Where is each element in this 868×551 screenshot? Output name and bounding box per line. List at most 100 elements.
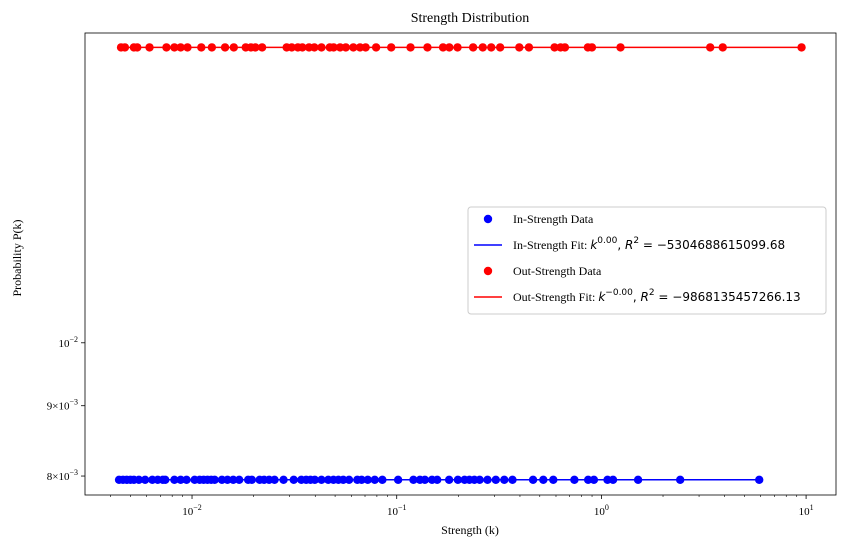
data-point-series-2-37 (453, 43, 462, 52)
legend-math-3-4: 2 (649, 288, 655, 298)
legend-box (467, 206, 827, 315)
y-tick-exp-2: −2 (69, 335, 78, 344)
legend-label-text-2: Out-Strength Data (513, 264, 602, 278)
data-point-series-2-42 (515, 43, 524, 52)
data-point-series-2-49 (616, 43, 625, 52)
data-point-series-2-10 (207, 43, 217, 52)
y-tick-label-2: 10−2 (58, 335, 78, 350)
legend-label-text-1: In-Strength Fit: (513, 238, 590, 252)
data-point-series-2-30 (361, 43, 370, 52)
data-point-series-0-63 (528, 475, 538, 484)
data-point-series-2-12 (229, 43, 239, 52)
data-point-series-0-13 (182, 475, 191, 484)
data-point-series-2-40 (487, 43, 496, 52)
data-point-series-0-66 (570, 475, 579, 484)
data-point-series-0-72 (675, 475, 685, 484)
legend-label-1: In-Strength Fit: k0.00​, R2​ = −53046886… (513, 236, 785, 252)
data-point-series-0-73 (755, 475, 764, 484)
data-point-series-2-9 (197, 43, 206, 52)
data-point-series-0-68 (589, 475, 599, 484)
data-point-series-0-22 (229, 475, 238, 484)
legend-math-1-5: = −5304688615099.68 (639, 238, 785, 252)
data-point-series-2-38 (468, 43, 478, 52)
data-point-series-2-31 (371, 43, 381, 52)
legend: In-Strength Data In-Strength Fit: k0.00​,… (467, 206, 827, 315)
data-point-series-2-33 (406, 43, 415, 52)
data-point-series-0-53 (444, 475, 454, 484)
data-point-series-2-51 (718, 43, 727, 52)
data-point-series-0-30 (279, 475, 288, 484)
y-tick-label-1: 9×10−3 (47, 398, 78, 413)
data-point-series-0-54 (453, 475, 463, 484)
data-point-series-2-41 (495, 43, 505, 52)
data-point-series-0-48 (409, 475, 418, 484)
legend-math-3-0: k (598, 290, 606, 304)
legend-marker-0 (483, 214, 493, 224)
x-tick-base-3: 10 (799, 506, 811, 518)
data-point-series-0-6 (140, 475, 150, 484)
data-point-series-2-35 (438, 43, 448, 52)
data-point-series-0-31 (289, 475, 298, 484)
data-point-series-0-52 (433, 475, 442, 484)
data-point-series-2-43 (524, 43, 534, 52)
x-tick-base-1: 10 (387, 506, 399, 518)
chart-title: Strength Distribution (411, 11, 530, 26)
y-tick-mant-1: 9×10 (47, 401, 70, 413)
legend-math-3-1: −0.00 (605, 288, 633, 298)
legend-math-3-5: = −9868135457266.13 (655, 290, 801, 304)
data-point-series-2-48 (587, 43, 597, 52)
data-point-series-2-25 (329, 43, 338, 52)
data-point-series-0-60 (491, 475, 501, 484)
y-axis-label: Probability P(k) (10, 219, 24, 296)
x-tick-exp-3: 1 (810, 503, 814, 512)
y-tick-exp-1: −3 (69, 398, 78, 407)
legend-label-0: In-Strength Data (513, 212, 594, 226)
x-tick-label-1: 10−1 (387, 503, 407, 518)
data-point-series-2-20 (298, 43, 307, 52)
data-point-series-0-41 (344, 475, 354, 484)
x-tick-exp-2: 0 (605, 503, 609, 512)
data-point-series-2-46 (560, 43, 570, 52)
data-point-series-0-71 (633, 475, 643, 484)
legend-label-text-3: Out-Strength Fit: (513, 290, 598, 304)
data-point-series-0-50 (420, 475, 430, 484)
y-tick-label-0: 8×10−3 (47, 468, 78, 483)
data-point-series-2-39 (478, 43, 487, 52)
y-tick-mant-2: 10 (58, 338, 70, 350)
data-point-series-2-22 (310, 43, 319, 52)
data-point-series-0-35 (310, 475, 320, 484)
data-point-series-0-61 (500, 475, 509, 484)
data-point-series-2-32 (387, 43, 396, 52)
data-point-series-0-45 (370, 475, 379, 484)
x-tick-base-0: 10 (182, 506, 194, 518)
points-series-0 (114, 475, 764, 484)
data-point-series-0-23 (235, 475, 244, 484)
data-point-series-2-34 (423, 43, 432, 52)
data-point-series-0-44 (363, 475, 372, 484)
data-point-series-0-21 (223, 475, 232, 484)
data-point-series-2-23 (317, 43, 326, 52)
data-point-series-0-65 (549, 475, 558, 484)
data-point-series-2-27 (341, 43, 350, 52)
legend-math-1-4: 2 (633, 236, 639, 246)
data-point-series-2-15 (251, 43, 260, 52)
x-tick-label-2: 100 (594, 503, 609, 518)
data-point-series-0-10 (161, 475, 170, 484)
data-point-series-0-11 (170, 475, 179, 484)
data-point-series-2-4 (145, 43, 154, 52)
data-point-series-2-1 (120, 43, 130, 52)
y-tick-mant-0: 8×10 (47, 471, 70, 483)
legend-label-text-0: In-Strength Data (513, 212, 594, 226)
data-point-series-2-28 (349, 43, 358, 52)
legend-math-3-2: , (633, 290, 641, 304)
axes-frame (84, 32, 837, 496)
x-tick-exp-1: −1 (398, 503, 407, 512)
data-point-series-0-12 (176, 475, 185, 484)
data-point-series-0-47 (393, 475, 403, 484)
legend-math-3-3: R (641, 290, 649, 304)
data-point-series-2-52 (797, 43, 806, 52)
data-point-series-0-59 (483, 475, 492, 484)
data-point-series-2-6 (170, 43, 179, 52)
x-tick-label-0: 10−2 (182, 503, 202, 518)
